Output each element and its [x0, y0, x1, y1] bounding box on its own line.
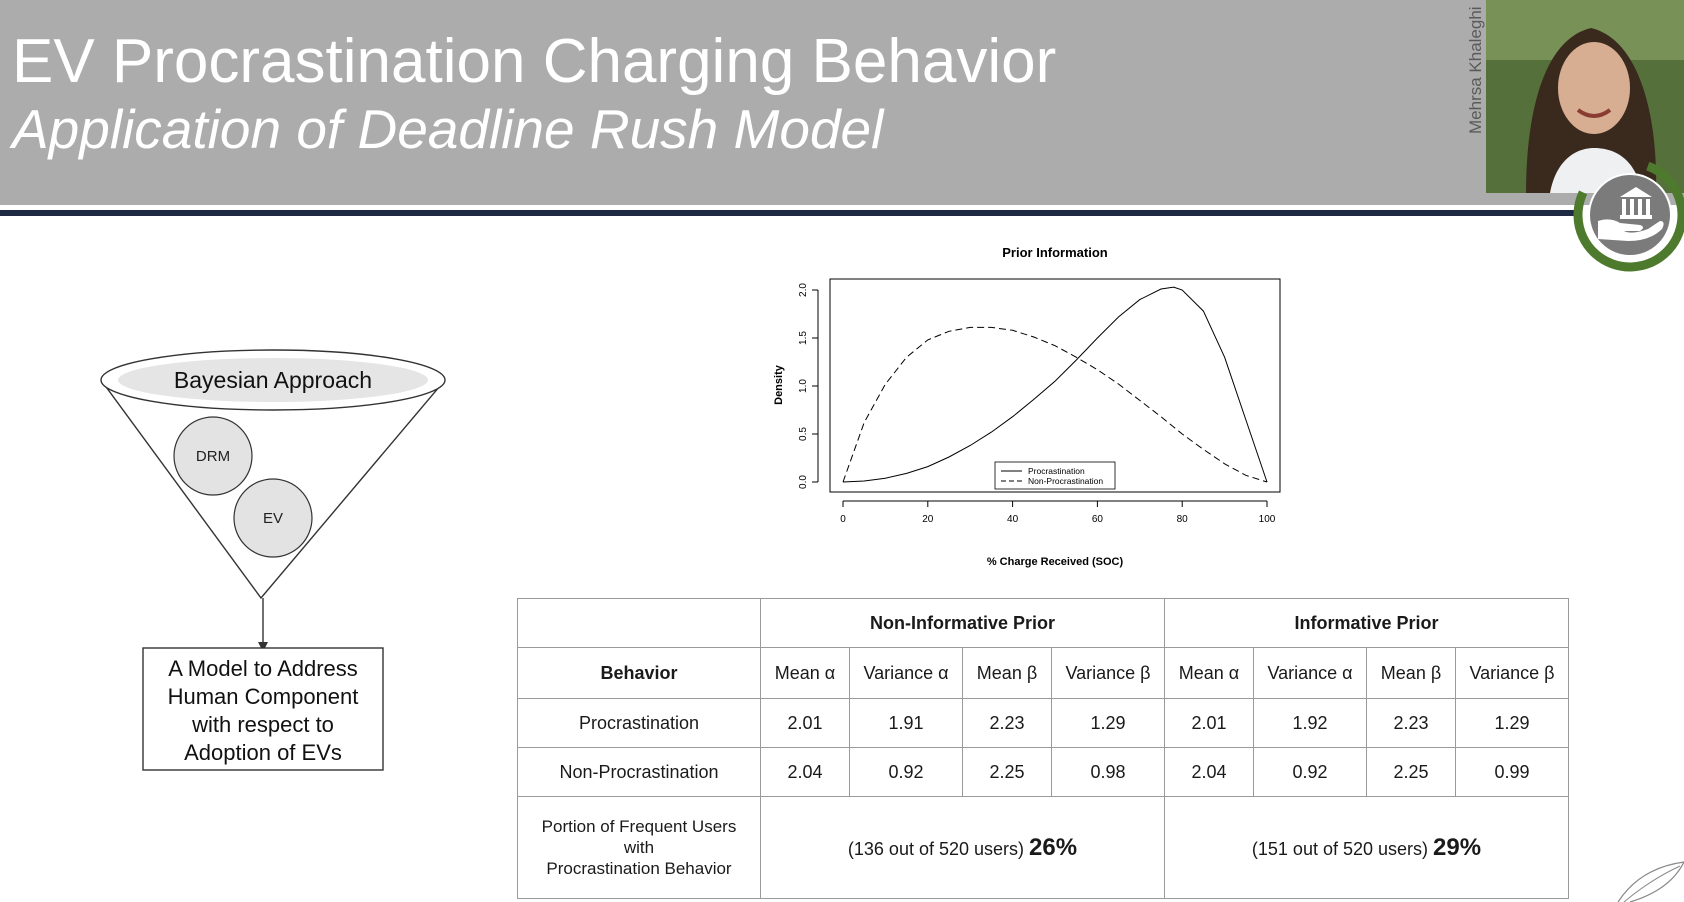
x-axis: 0 20 40 60 80 100 — [840, 500, 1276, 525]
portion-informative-count: (151 out of 520 users) — [1251, 838, 1429, 859]
group-header-non-informative: Non-Informative Prior — [760, 598, 1165, 648]
result-line-3: with respect to — [191, 712, 334, 737]
drm-circle — [173, 416, 253, 496]
table-corner-cell — [517, 598, 761, 648]
y-tick-label: 1.5 — [798, 331, 809, 345]
y-tick-label: 0.0 — [798, 475, 809, 489]
ev-circle — [233, 478, 313, 558]
institution-logo — [1573, 158, 1684, 272]
col-header-variance-alpha-ni: Variance α — [849, 647, 963, 699]
header-divider-navy — [0, 210, 1580, 216]
group-header-informative: Informative Prior — [1164, 598, 1569, 648]
col-header-variance-beta-inf: Variance β — [1455, 647, 1569, 699]
table-cell: 1.29 — [1455, 698, 1569, 748]
table-cell: 2.04 — [1164, 747, 1254, 797]
table-row-portion: Portion of Frequent Users with Procrasti… — [517, 796, 1569, 899]
table-cell: 0.92 — [1253, 747, 1367, 797]
funnel-arrow-head — [258, 642, 268, 652]
series-layer — [842, 286, 1268, 483]
chart-title: Prior Information — [1002, 245, 1108, 260]
ev-label: EV — [263, 510, 283, 527]
plot-frame — [829, 278, 1281, 493]
legend-box — [994, 461, 1116, 490]
x-tick-label: 80 — [1177, 514, 1189, 525]
portion-non-informative-count: (136 out of 520 users) — [847, 838, 1025, 859]
header-divider-light — [0, 205, 1684, 210]
table-cell: 2.01 — [760, 698, 850, 748]
x-tick-label: 0 — [840, 514, 846, 525]
result-line-4: Adoption of EVs — [184, 740, 342, 765]
series-line-non-procrastination — [842, 326, 1268, 483]
portion-non-informative-pct: 26% — [1029, 833, 1078, 861]
table-cell: 2.25 — [962, 747, 1052, 797]
portion-informative-pct: 29% — [1433, 833, 1482, 861]
table-cell: 2.23 — [962, 698, 1052, 748]
y-tick-label: 0.5 — [798, 427, 809, 441]
bank-hand-icon — [1598, 187, 1664, 241]
portion-label-line-1: Portion of Frequent Users — [541, 816, 737, 836]
funnel-label-bg — [118, 358, 428, 402]
table-cell: 2.01 — [1164, 698, 1254, 748]
col-header-mean-beta-inf: Mean β — [1366, 647, 1456, 699]
presenter-name: Mehrsa Khaleghi — [1466, 6, 1485, 134]
chart-legend: Procrastination Non-Procrastination — [994, 461, 1116, 490]
y-axis: 0.0 0.5 1.0 1.5 2.0 — [798, 283, 819, 489]
slide-header: EV Procrastination Charging Behavior App… — [0, 0, 1684, 205]
portion-label-line-2: with — [623, 837, 655, 857]
slide-title: EV Procrastination Charging Behavior — [12, 27, 1057, 96]
series-line-procrastination — [842, 286, 1268, 483]
table-cell: 1.91 — [849, 698, 963, 748]
legend-label-procrastination: Procrastination — [1028, 466, 1085, 476]
leaf-icon — [1617, 861, 1684, 902]
y-tick-label: 2.0 — [798, 283, 809, 297]
result-box — [142, 647, 384, 771]
portion-non-informative-cell: (136 out of 520 users) 26% — [760, 796, 1165, 899]
x-tick-label: 40 — [1007, 514, 1019, 525]
table-cell: 0.99 — [1455, 747, 1569, 797]
prior-information-chart: Prior Information 0 20 40 60 80 100 0.0 0.5 1.0… — [773, 245, 1281, 568]
result-line-2: Human Component — [168, 684, 359, 709]
table-cell: 0.92 — [849, 747, 963, 797]
table-cell: 1.92 — [1253, 698, 1367, 748]
prior-statistics-table: Non-Informative Prior Informative Prior … — [517, 598, 1569, 899]
x-axis-label: % Charge Received (SOC) — [987, 556, 1124, 568]
row-label-procrastination: Procrastination — [517, 698, 761, 748]
portion-label-line-3: Procrastination Behavior — [546, 859, 732, 879]
table-cell: 1.29 — [1051, 698, 1165, 748]
presenter-photo — [1486, 0, 1684, 193]
legend-label-non-procrastination: Non-Procrastination — [1028, 476, 1103, 486]
x-tick-label: 20 — [922, 514, 934, 525]
col-header-mean-beta-ni: Mean β — [962, 647, 1052, 699]
table-cell: 2.23 — [1366, 698, 1456, 748]
x-tick-label: 60 — [1092, 514, 1104, 525]
table-column-header-row: Behavior Mean α Variance α Mean β Varian… — [517, 647, 1569, 699]
col-header-mean-alpha-inf: Mean α — [1164, 647, 1254, 699]
drm-label: DRM — [196, 448, 230, 465]
funnel-top-label: Bayesian Approach — [174, 367, 372, 393]
y-axis-label: Density — [773, 364, 785, 405]
table-cell: 2.25 — [1366, 747, 1456, 797]
col-header-mean-alpha-ni: Mean α — [760, 647, 850, 699]
portion-informative-cell: (151 out of 520 users) 29% — [1164, 796, 1569, 899]
x-tick-label: 100 — [1259, 514, 1276, 525]
table-group-header-row: Non-Informative Prior Informative Prior — [517, 598, 1569, 648]
table-row: Non-Procrastination 2.04 0.92 2.25 0.98 … — [517, 747, 1569, 797]
col-header-variance-alpha-inf: Variance α — [1253, 647, 1367, 699]
bayesian-funnel-diagram: Bayesian Approach DRM EV A Model to Addr… — [100, 349, 446, 771]
table-row: Procrastination 2.01 1.91 2.23 1.29 2.01… — [517, 698, 1569, 748]
presenter-silhouette — [1486, 0, 1684, 193]
row-label-portion: Portion of Frequent Users with Procrasti… — [517, 796, 761, 899]
slide-subtitle: Application of Deadline Rush Model — [12, 98, 884, 160]
behavior-header: Behavior — [517, 647, 761, 699]
table-cell: 2.04 — [760, 747, 850, 797]
table-cell: 0.98 — [1051, 747, 1165, 797]
row-label-non-procrastination: Non-Procrastination — [517, 747, 761, 797]
col-header-variance-beta-ni: Variance β — [1051, 647, 1165, 699]
y-tick-label: 1.0 — [798, 379, 809, 393]
result-line-1: A Model to Address — [168, 656, 358, 681]
